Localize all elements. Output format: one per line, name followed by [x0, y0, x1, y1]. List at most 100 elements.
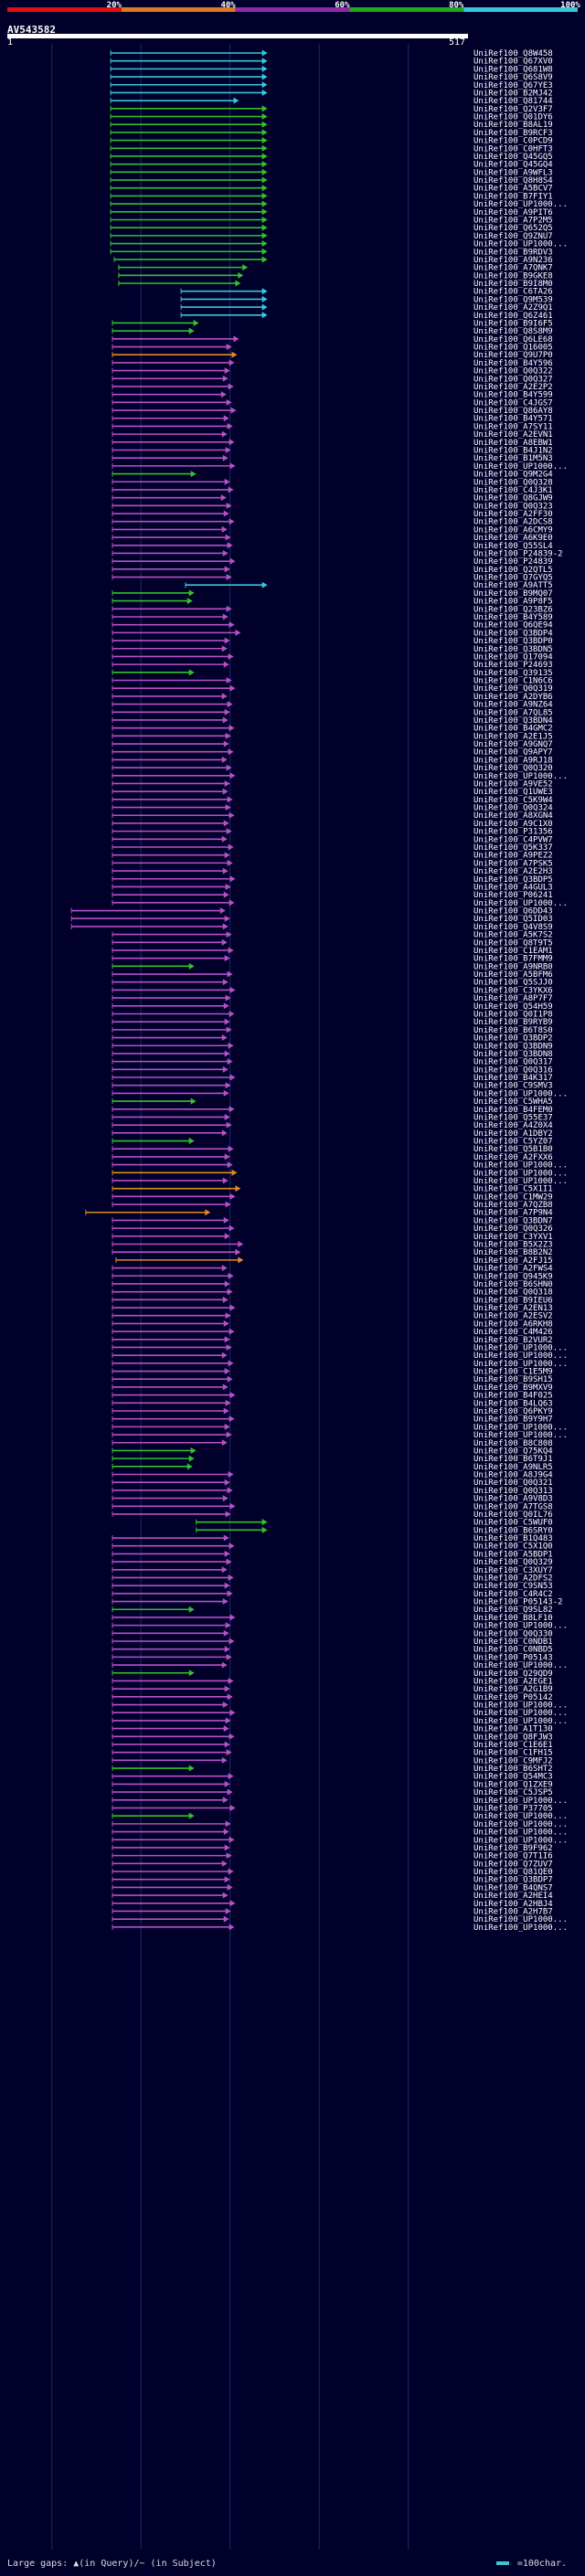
- hit-row[interactable]: UniRef100_C1EAM1: [112, 947, 553, 956]
- hit-row[interactable]: UniRef100_A2HEI4: [112, 1892, 553, 1901]
- hit-row[interactable]: UniRef100_A9VE52: [112, 779, 553, 789]
- hit-label[interactable]: UniRef100_UP1000...: [473, 1717, 568, 1726]
- hit-row[interactable]: UniRef100_Q16005: [112, 344, 553, 353]
- hit-label[interactable]: UniRef100_A9VE52: [473, 779, 553, 789]
- hit-label[interactable]: UniRef100_B2MJ42: [473, 89, 553, 98]
- hit-label[interactable]: UniRef100_A9N236: [473, 256, 553, 265]
- hit-label[interactable]: UniRef100_B9F962: [473, 1844, 553, 1853]
- hit-row[interactable]: UniRef100_UP1000...: [112, 1829, 568, 1838]
- hit-label[interactable]: UniRef100_A7SY11: [473, 422, 553, 431]
- hit-label[interactable]: UniRef100_C4R4C2: [473, 1590, 553, 1599]
- hit-row[interactable]: UniRef100_B1Q483: [112, 1534, 553, 1543]
- hit-row[interactable]: UniRef100_B6SRY0: [196, 1526, 553, 1535]
- hit-label[interactable]: UniRef100_P37705: [473, 1804, 553, 1813]
- hit-label[interactable]: UniRef100_Q9ZNU7: [473, 232, 553, 241]
- hit-label[interactable]: UniRef100_Q5B1B0: [473, 1145, 553, 1154]
- hit-label[interactable]: UniRef100_B4F025: [473, 1392, 553, 1401]
- hit-row[interactable]: UniRef100_B4Y589: [112, 613, 553, 622]
- hit-label[interactable]: UniRef100_P05143-2: [473, 1598, 563, 1607]
- hit-row[interactable]: UniRef100_B2VUR2: [112, 1336, 553, 1345]
- hit-label[interactable]: UniRef100_A9PEZ2: [473, 852, 553, 861]
- hit-label[interactable]: UniRef100_A5BDP1: [473, 1550, 553, 1559]
- hit-label[interactable]: UniRef100_Q01DY6: [473, 113, 553, 122]
- hit-label[interactable]: UniRef100_A7QZB8: [473, 1201, 553, 1210]
- hit-row[interactable]: UniRef100_C0NDB1: [112, 1638, 553, 1647]
- hit-row[interactable]: UniRef100_Q45GQ5: [110, 153, 553, 162]
- hit-label[interactable]: UniRef100_C1FH15: [473, 1749, 553, 1758]
- hit-row[interactable]: UniRef100_B6T9J1: [112, 1455, 553, 1464]
- hit-label[interactable]: UniRef100_B9RYB9: [473, 1018, 553, 1027]
- hit-label[interactable]: UniRef100_Q5K337: [473, 843, 553, 853]
- hit-row[interactable]: UniRef100_Q6Z461: [180, 312, 553, 321]
- hit-label[interactable]: UniRef100_Q0Q317: [473, 1058, 553, 1067]
- hit-label[interactable]: UniRef100_Q0IL76: [473, 1511, 553, 1520]
- hit-row[interactable]: UniRef100_C5JSP5: [112, 1788, 553, 1797]
- hit-label[interactable]: UniRef100_A2DYB6: [473, 693, 553, 702]
- hit-row[interactable]: UniRef100_Q55SL4: [112, 542, 553, 551]
- hit-label[interactable]: UniRef100_A2EGE1: [473, 1677, 553, 1686]
- hit-label[interactable]: UniRef100_C5WHA5: [473, 1097, 553, 1107]
- hit-row[interactable]: UniRef100_B8C808: [112, 1439, 553, 1448]
- hit-label[interactable]: UniRef100_B8B2N2: [473, 1248, 553, 1257]
- hit-label[interactable]: UniRef100_Q3BDP4: [473, 629, 553, 638]
- hit-label[interactable]: UniRef100_C5YZ07: [473, 1138, 553, 1147]
- hit-row[interactable]: UniRef100_Q9M2G4: [112, 471, 553, 480]
- hit-row[interactable]: UniRef100_A2E2H3: [112, 867, 553, 876]
- hit-row[interactable]: UniRef100_P05143-2: [112, 1598, 563, 1607]
- hit-row[interactable]: UniRef100_A8EBW1: [112, 439, 553, 448]
- hit-label[interactable]: UniRef100_B1M5N3: [473, 454, 553, 463]
- hit-row[interactable]: UniRef100_C5WUF0: [196, 1519, 553, 1528]
- hit-row[interactable]: UniRef100_A2EGE1: [112, 1677, 553, 1686]
- hit-label[interactable]: UniRef100_Q6DD43: [473, 907, 553, 917]
- hit-row[interactable]: UniRef100_Q17094: [112, 652, 553, 662]
- hit-row[interactable]: UniRef100_A9P8F5: [112, 598, 553, 607]
- hit-label[interactable]: UniRef100_A6CMY9: [473, 525, 553, 535]
- hit-row[interactable]: UniRef100_Q8GJW9: [112, 494, 553, 504]
- hit-label[interactable]: UniRef100_A5BCV7: [473, 185, 553, 194]
- hit-label[interactable]: UniRef100_UP1000...: [473, 1431, 568, 1440]
- hit-row[interactable]: UniRef100_A2FWS4: [112, 1265, 553, 1274]
- hit-row[interactable]: UniRef100_Q0Q322: [112, 367, 553, 376]
- hit-label[interactable]: UniRef100_C4M426: [473, 1328, 553, 1337]
- hit-label[interactable]: UniRef100_Q0Q322: [473, 367, 553, 376]
- hit-row[interactable]: UniRef100_B9I8M0: [118, 280, 553, 289]
- hit-label[interactable]: UniRef100_C0HFT3: [473, 144, 553, 154]
- hit-row[interactable]: UniRef100_C1E6E1: [112, 1741, 553, 1750]
- hit-label[interactable]: UniRef100_Q45GQ4: [473, 161, 553, 170]
- hit-label[interactable]: UniRef100_Q3BDN7: [473, 1216, 553, 1225]
- hit-label[interactable]: UniRef100_A9C1X0: [473, 820, 553, 829]
- hit-row[interactable]: UniRef100_C5WHA5: [112, 1097, 553, 1107]
- hit-label[interactable]: UniRef100_Q0Q321: [473, 1479, 553, 1488]
- hit-label[interactable]: UniRef100_B9MXV9: [473, 1383, 553, 1393]
- hit-row[interactable]: UniRef100_P05142: [112, 1693, 553, 1702]
- hit-row[interactable]: UniRef100_P06241: [112, 891, 553, 900]
- hit-row[interactable]: UniRef100_A1DBY2: [112, 1129, 553, 1139]
- hit-row[interactable]: UniRef100_Q54MC3: [112, 1773, 553, 1782]
- hit-row[interactable]: UniRef100_Q86AY8: [112, 407, 553, 416]
- hit-row[interactable]: UniRef100_Q8H8S4: [110, 176, 553, 186]
- hit-row[interactable]: UniRef100_B8AL19: [110, 121, 553, 130]
- hit-label[interactable]: UniRef100_A2DCS8: [473, 518, 553, 527]
- hit-label[interactable]: UniRef100_Q6S8V9: [473, 73, 553, 82]
- hit-row[interactable]: UniRef100_UP1000...: [110, 240, 568, 249]
- hit-label[interactable]: UniRef100_A2FJ15: [473, 1256, 553, 1266]
- hit-row[interactable]: UniRef100_Q6DD43: [70, 907, 553, 917]
- hit-row[interactable]: UniRef100_A8J9G4: [112, 1471, 553, 1480]
- hit-label[interactable]: UniRef100_Q16005: [473, 344, 553, 353]
- hit-row[interactable]: UniRef100_Q55E37: [112, 1113, 553, 1122]
- hit-row[interactable]: UniRef100_Q5B1B0: [112, 1145, 553, 1154]
- hit-label[interactable]: UniRef100_A7QL85: [473, 708, 553, 717]
- hit-label[interactable]: UniRef100_B9I6F5: [473, 319, 553, 328]
- hit-label[interactable]: UniRef100_Q4V8S9: [473, 923, 553, 932]
- hit-label[interactable]: UniRef100_A2HEI4: [473, 1892, 553, 1901]
- hit-label[interactable]: UniRef100_C0PCD9: [473, 137, 553, 146]
- hit-label[interactable]: UniRef100_Q9U7P0: [473, 351, 553, 360]
- hit-label[interactable]: UniRef100_Q2QTL5: [473, 566, 553, 575]
- hit-label[interactable]: UniRef100_Q8W458: [473, 49, 553, 58]
- hit-label[interactable]: UniRef100_Q29QD9: [473, 1670, 553, 1679]
- hit-label[interactable]: UniRef100_A2Z9Q1: [473, 303, 553, 313]
- hit-label[interactable]: UniRef100_A2FXX6: [473, 1153, 553, 1162]
- hit-label[interactable]: UniRef100_A7P9N4: [473, 1209, 553, 1218]
- hit-row[interactable]: UniRef100_Q2QTL5: [112, 566, 553, 575]
- hit-row[interactable]: UniRef100_C0NBD5: [112, 1646, 553, 1655]
